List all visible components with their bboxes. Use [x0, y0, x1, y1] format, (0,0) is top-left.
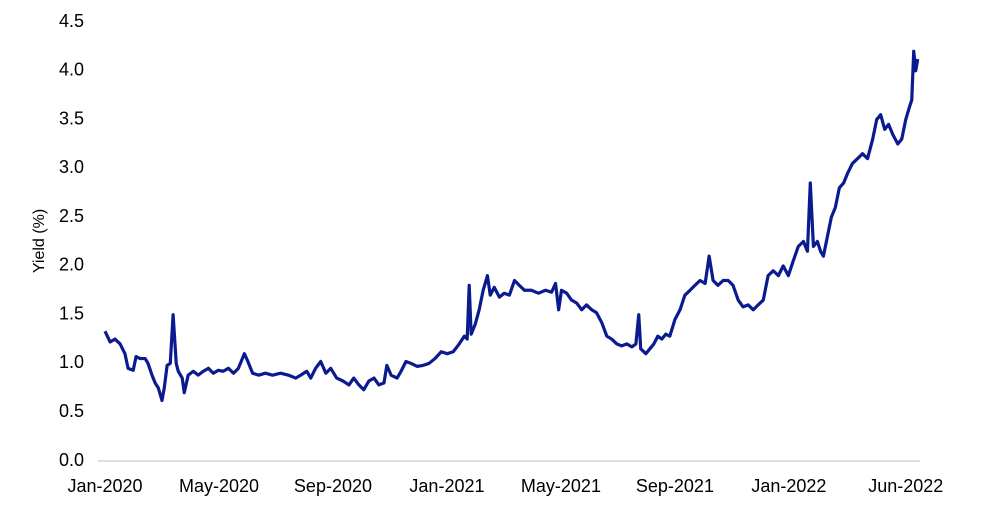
- y-tick-label: 1.5: [59, 303, 84, 323]
- x-tick-label: Sep-2020: [294, 476, 372, 496]
- y-tick-label: 4.0: [59, 60, 84, 80]
- y-tick-label: 4.5: [59, 11, 84, 31]
- y-tick-label: 0.5: [59, 401, 84, 421]
- x-tick-label: Jan-2021: [409, 476, 484, 496]
- y-tick-label: 2.0: [59, 255, 84, 275]
- x-tick-label: May-2020: [179, 476, 259, 496]
- y-tick-label: 2.5: [59, 206, 84, 226]
- y-axis-label: Yield (%): [31, 209, 48, 273]
- line-series: [103, 49, 920, 403]
- x-tick-label: Jun-2022: [868, 476, 943, 496]
- x-tick-label: May-2021: [521, 476, 601, 496]
- y-tick-label: 1.0: [59, 352, 84, 372]
- y-tick-label: 3.0: [59, 157, 84, 177]
- x-tick-label: Sep-2021: [636, 476, 714, 496]
- x-tick-label: Jan-2022: [751, 476, 826, 496]
- y-tick-label: 3.5: [59, 108, 84, 128]
- y-tick-label: 0.0: [59, 450, 84, 470]
- x-tick-label: Jan-2020: [67, 476, 142, 496]
